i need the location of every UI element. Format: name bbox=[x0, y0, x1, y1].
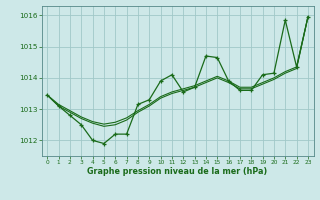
X-axis label: Graphe pression niveau de la mer (hPa): Graphe pression niveau de la mer (hPa) bbox=[87, 167, 268, 176]
